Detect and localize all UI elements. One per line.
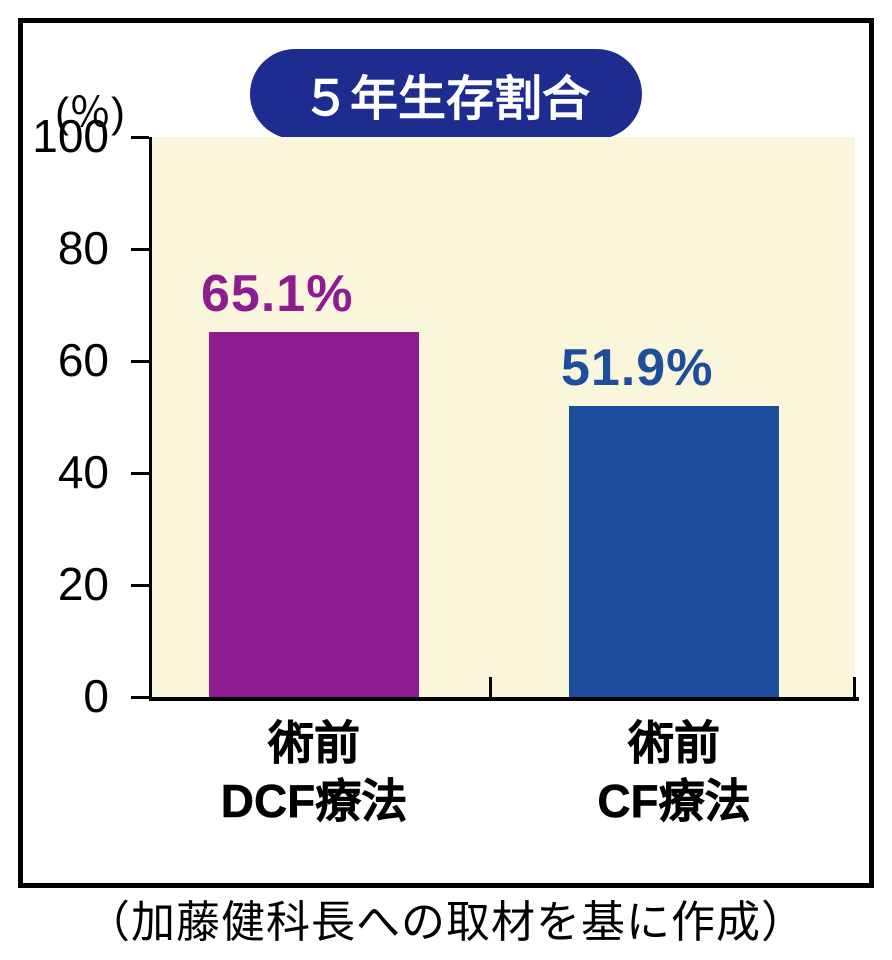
category-label: 術前DCF療法 xyxy=(179,715,449,830)
bar xyxy=(569,406,779,697)
chart-frame: ５年生存割合 (％) 020406080100 65.1%術前DCF療法51.9… xyxy=(18,18,874,888)
bar-value-label: 65.1% xyxy=(201,264,353,324)
category-label: 術前CF療法 xyxy=(539,715,809,830)
y-tick-label: 20 xyxy=(9,557,109,611)
x-tick xyxy=(489,677,492,697)
y-tick xyxy=(131,136,149,139)
y-tick-label: 100 xyxy=(9,109,109,163)
y-tick xyxy=(131,696,149,699)
footnote: （加藤健科長への取材を基に作成） xyxy=(0,886,892,950)
bar xyxy=(209,332,419,697)
chart-title: ５年生存割合 xyxy=(250,49,642,139)
y-tick xyxy=(131,248,149,251)
y-tick xyxy=(131,584,149,587)
x-tick xyxy=(853,677,856,697)
x-axis xyxy=(149,697,859,701)
bar-value-label: 51.9% xyxy=(561,338,713,398)
y-tick xyxy=(131,472,149,475)
y-axis xyxy=(149,137,152,701)
y-tick-label: 0 xyxy=(9,669,109,723)
y-tick-label: 40 xyxy=(9,445,109,499)
y-tick-label: 60 xyxy=(9,333,109,387)
y-tick xyxy=(131,360,149,363)
y-tick-label: 80 xyxy=(9,221,109,275)
